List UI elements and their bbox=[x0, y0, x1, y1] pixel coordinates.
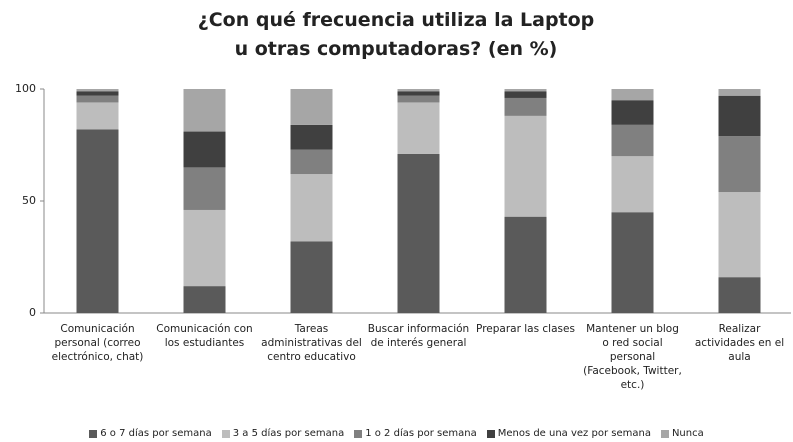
bar-segment bbox=[718, 136, 761, 193]
bar-segment bbox=[183, 209, 226, 287]
y-tick-label: 0 bbox=[29, 306, 36, 319]
bar-segment bbox=[397, 95, 440, 103]
x-tick-label: Mantener un blog o red social personal (… bbox=[583, 323, 682, 391]
bar-segment bbox=[611, 89, 654, 101]
bar-segment bbox=[504, 89, 547, 92]
legend-item: Menos de una vez por semana bbox=[486, 428, 651, 439]
bar-segment bbox=[183, 167, 226, 210]
chart-title: ¿Con qué frecuencia utiliza la Laptop u … bbox=[197, 9, 595, 60]
bar-segment bbox=[76, 102, 119, 130]
bar-segment bbox=[397, 102, 440, 154]
bar-segment bbox=[718, 192, 761, 278]
bar-segment bbox=[397, 153, 440, 313]
bar-segment bbox=[290, 149, 333, 175]
legend-item: 3 a 5 días por semana bbox=[221, 428, 345, 439]
bar-segment bbox=[504, 97, 547, 116]
bar-segment bbox=[718, 89, 761, 96]
bar-segment bbox=[290, 89, 333, 125]
bar-segment bbox=[504, 91, 547, 98]
legend-item: Nunca bbox=[660, 428, 704, 439]
legend-label: 1 o 2 días por semana bbox=[365, 428, 477, 439]
legend-label: Nunca bbox=[671, 428, 704, 439]
bar-segment bbox=[397, 91, 440, 96]
bar-segment bbox=[504, 115, 547, 217]
bar-segment bbox=[76, 129, 119, 313]
bar-segment bbox=[290, 124, 333, 150]
bar-segment bbox=[718, 95, 761, 137]
legend-item: 6 o 7 días por semana bbox=[89, 428, 212, 439]
x-tick-label: Realizar actividades en el aula bbox=[694, 323, 785, 363]
legend-swatch bbox=[660, 429, 669, 438]
legend-label: Menos de una vez por semana bbox=[497, 428, 651, 439]
bar-segment bbox=[611, 100, 654, 125]
bar-segment bbox=[504, 216, 547, 313]
bar-segment bbox=[183, 131, 226, 168]
y-tick-label: 100 bbox=[15, 82, 36, 95]
bar-segment bbox=[290, 241, 333, 313]
x-tick-label: Tareas administrativas del centro educat… bbox=[261, 323, 362, 363]
bar-segment bbox=[183, 286, 226, 313]
bar-segment bbox=[611, 124, 654, 157]
legend-label: 3 a 5 días por semana bbox=[232, 428, 345, 439]
bar-segment bbox=[718, 277, 761, 313]
bar-segment bbox=[290, 174, 333, 242]
x-tick-label: Preparar las clases bbox=[476, 323, 575, 335]
bar-segment bbox=[76, 91, 119, 96]
legend-item: 1 o 2 días por semana bbox=[354, 428, 477, 439]
bar-segment bbox=[183, 89, 226, 132]
bar-segment bbox=[611, 156, 654, 213]
legend-swatch bbox=[486, 429, 495, 438]
legend: 6 o 7 días por semana 3 a 5 días por sema… bbox=[0, 428, 793, 439]
legend-swatch bbox=[354, 429, 363, 438]
bar-segment bbox=[397, 89, 440, 92]
legend-label: 6 o 7 días por semana bbox=[100, 428, 212, 439]
bar-segment bbox=[611, 212, 654, 313]
y-tick-label: 50 bbox=[22, 194, 36, 207]
x-tick-label: Comunicación personal (correo electrónic… bbox=[51, 323, 144, 363]
legend-swatch bbox=[89, 429, 98, 438]
x-tick-label: Comunicación con los estudiantes bbox=[156, 323, 253, 349]
bar-segment bbox=[76, 95, 119, 103]
legend-swatch bbox=[221, 429, 230, 438]
x-tick-label: Buscar información de interés general bbox=[367, 323, 470, 349]
bar-segment bbox=[76, 89, 119, 92]
